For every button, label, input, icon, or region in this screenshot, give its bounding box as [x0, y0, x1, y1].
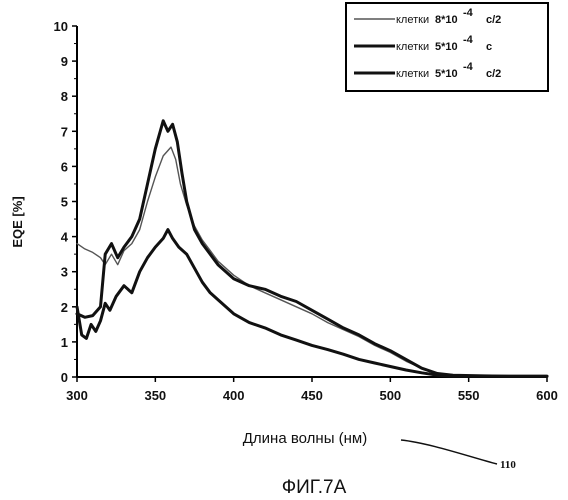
reference-leader-line: [401, 440, 497, 464]
legend-value: 5*10: [435, 68, 458, 80]
y-tick-label: 4: [61, 230, 69, 245]
y-tick-label: 0: [61, 370, 68, 385]
x-tick-label: 600: [536, 388, 558, 403]
legend-exponent: -4: [463, 61, 474, 73]
x-tick-label: 350: [144, 388, 166, 403]
y-tick-label: 3: [61, 265, 68, 280]
y-tick-label: 6: [61, 159, 68, 174]
figure-caption: ФИГ.7А: [282, 477, 347, 498]
legend-exponent: -4: [463, 7, 474, 19]
legend-value: 5*10: [435, 41, 458, 53]
legend-value: 8*10: [435, 14, 458, 26]
legend-suffix: c: [486, 41, 492, 53]
series-layer: [77, 121, 547, 376]
x-tick-label: 300: [66, 388, 88, 403]
y-axis-label: EQE [%]: [10, 196, 25, 247]
series-line-2: [77, 230, 547, 377]
series-line-3: [77, 121, 547, 376]
x-tick-label: 500: [379, 388, 401, 403]
legend-suffix: c/2: [486, 68, 501, 80]
y-tick-label: 7: [61, 124, 68, 139]
y-tick-group: 0 1 2 3 4 5 6 7 8 9 10: [54, 19, 77, 385]
x-tick-label: 400: [223, 388, 245, 403]
y-tick-label: 1: [61, 335, 68, 350]
legend-exponent: -4: [463, 34, 474, 46]
legend-prefix: клетки: [396, 41, 429, 53]
y-tick-label: 10: [54, 19, 68, 34]
x-tick-group: 300 350 400 450 500 550 600: [66, 377, 558, 403]
legend-prefix: клетки: [396, 14, 429, 26]
y-tick-label: 2: [61, 300, 68, 315]
legend-suffix: c/2: [486, 14, 501, 26]
x-axis-label: Длина волны (нм): [243, 430, 367, 447]
legend-prefix: клетки: [396, 68, 429, 80]
y-tick-label: 5: [61, 195, 68, 210]
x-tick-label: 550: [458, 388, 480, 403]
y-tick-label: 8: [61, 89, 68, 104]
x-tick-label: 450: [301, 388, 323, 403]
y-tick-label: 9: [61, 54, 68, 69]
reference-numeral: 110: [500, 459, 516, 471]
legend: клетки 8*10 -4 c/2 клетки 5*10 -4 c клетки 5*10 -4…: [346, 3, 548, 91]
